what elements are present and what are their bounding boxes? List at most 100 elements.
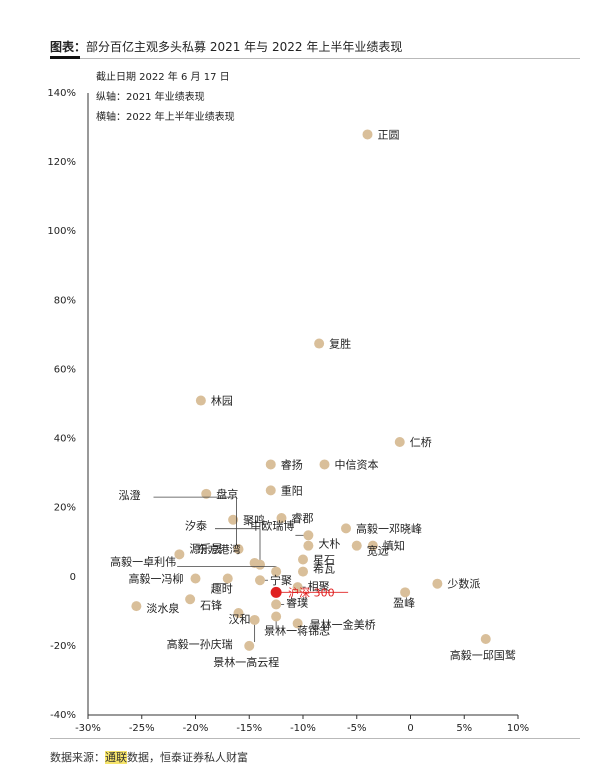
data-point [265,485,276,496]
data-point [271,611,282,622]
data-point [201,488,212,499]
data-point [249,614,260,625]
x-tick-label: -5% [347,723,366,734]
data-point [249,557,260,568]
point-label: 高毅一孙庆瑞 [167,637,233,651]
data-point [190,573,201,584]
point-label: 睿璞 [286,595,308,609]
point-label: 高毅一邱国鹫 [450,648,516,662]
data-point [276,513,287,524]
data-point [367,540,378,551]
point-label: 高毅一冯柳 [129,572,184,586]
y-tick-label: 80% [54,295,76,306]
y-tick-label: 140% [47,88,76,99]
y-tick-label: -20% [50,641,76,652]
point-label: 仁桥 [410,436,432,449]
point-label: 趣时 [211,582,233,596]
data-point [244,640,255,651]
point-label: 重阳 [281,483,303,497]
point-label: 宁聚 [270,573,292,587]
title-accent-bar [50,56,80,59]
y-tick-label: 0 [70,572,76,583]
data-point [233,608,244,619]
data-point [432,578,443,589]
point-label: 景林一蒋锦志 [264,624,330,638]
data-point [319,459,330,470]
data-point [341,523,351,534]
data-point [222,573,233,584]
figure-title-label: 图表： [50,40,87,54]
title-divider [50,58,580,59]
chart-note: 横轴：2022 年上半年业绩表现 [96,110,235,123]
source-prefix: 数据来源： [50,751,105,764]
source-highlight: 通联 [105,751,127,764]
benchmark-point [270,586,282,598]
x-tick-label: 5% [456,723,472,734]
x-tick-label: 10% [507,723,529,734]
point-label: 聚鸣 [243,513,265,527]
y-tick-label: 60% [54,364,76,375]
data-point [265,459,276,470]
point-label: 源乐晟 [189,541,222,555]
point-label: 石锋 [200,599,222,612]
data-point [400,587,411,598]
point-label: 希瓦 [313,562,335,576]
chart-note: 截止日期 2022 年 6 月 17 日 [96,70,230,83]
data-point [362,129,373,140]
point-label: 睿扬 [281,457,303,471]
point-label: 慎知 [383,539,405,553]
y-tick-label: 20% [54,503,76,514]
point-label: 高毅一邓晓峰 [356,521,422,535]
y-tick-label: 120% [47,157,76,168]
point-label: 中信资本 [335,457,379,471]
point-label: 景林一金美桥 [310,617,376,631]
x-tick-label: -10% [290,723,316,734]
point-label: 汉和 [229,613,251,626]
data-point [195,395,206,406]
point-label: 相聚 [308,580,330,593]
point-label: 宽远 [367,544,389,558]
point-label: 东方港湾 [197,542,241,556]
y-tick-label: 40% [54,434,76,445]
data-point [228,514,239,525]
figure-title-text: 部分百亿主观多头私募 2021 年与 2022 年上半年业绩表现 [86,40,403,54]
point-label: 盘京 [216,487,238,501]
point-label: 少数派 [447,578,480,591]
x-tick-label: -25% [129,723,155,734]
point-label: 复胜 [329,337,351,351]
x-tick-label: -20% [183,723,209,734]
point-label: 盈峰 [393,596,415,609]
data-point [298,566,308,577]
point-label: 景林一高云程 [213,655,279,669]
point-label: 大朴 [318,537,340,551]
data-point [298,554,308,565]
y-tick-label: -40% [50,710,76,721]
leader-line [215,528,261,565]
data-point [480,633,491,644]
footer-divider [50,738,580,739]
data-point [292,618,303,629]
data-point [351,540,362,551]
data-point [233,544,244,555]
x-tick-label: 0 [407,723,413,734]
x-tick-label: -30% [75,723,101,734]
data-point [271,599,282,610]
data-point [292,582,303,593]
point-label: 泓澄 [119,488,141,502]
data-point [303,530,314,541]
benchmark-label: 沪深 300 [288,585,335,599]
data-point [255,575,265,586]
y-tick-label: 100% [47,226,76,237]
data-point [185,594,196,605]
point-label: 淡水泉 [146,601,179,615]
data-point [303,540,314,551]
data-point [131,601,142,612]
point-label: 睿郡 [292,511,314,525]
point-label: 汐泰 [185,519,207,533]
point-label: 林园 [211,394,233,408]
point-label: 中欧瑞博 [250,518,294,532]
point-label: 高毅一卓利伟 [110,555,176,569]
point-label: 正圆 [378,128,400,141]
data-point [314,338,325,349]
